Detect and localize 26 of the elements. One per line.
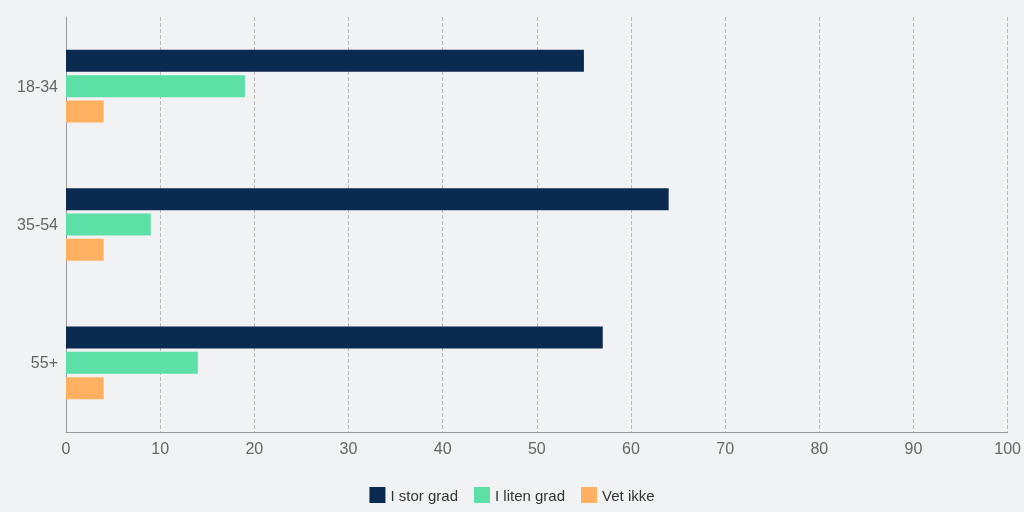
x-tick-label: 40 xyxy=(433,439,452,457)
y-tick-label: 35-54 xyxy=(17,216,59,233)
bar xyxy=(66,238,104,261)
legend-label: I liten grad xyxy=(494,486,566,504)
bar xyxy=(66,213,151,236)
x-tick-label: 0 xyxy=(61,439,71,457)
y-tick-label: 55+ xyxy=(30,354,58,372)
bar xyxy=(66,100,104,123)
bar xyxy=(66,75,245,98)
bar xyxy=(66,351,198,374)
x-tick-label: 50 xyxy=(527,439,546,457)
x-tick-label: 100 xyxy=(994,439,1022,457)
y-tick-label: 18-34 xyxy=(17,77,59,95)
legend-label: I stor grad xyxy=(390,486,458,504)
x-tick-label: 80 xyxy=(810,439,829,457)
bar xyxy=(66,49,584,72)
x-tick-label: 70 xyxy=(716,439,735,457)
x-tick-label: 90 xyxy=(904,439,923,457)
x-tick-label: 60 xyxy=(622,439,640,457)
x-tick-label: 20 xyxy=(245,439,264,457)
x-tick-label: 30 xyxy=(339,439,358,457)
bar xyxy=(66,326,603,349)
bar xyxy=(66,377,104,400)
legend-label: Vet ikke xyxy=(602,486,655,504)
x-tick-label: 10 xyxy=(151,439,170,457)
bar xyxy=(66,188,669,211)
